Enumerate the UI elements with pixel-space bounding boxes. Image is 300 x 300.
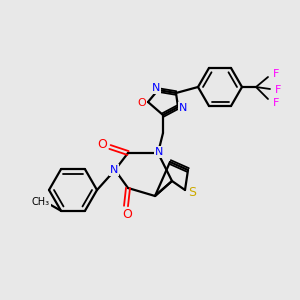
Text: N: N — [155, 147, 163, 157]
Text: F: F — [273, 98, 279, 108]
Text: F: F — [275, 85, 281, 95]
Text: N: N — [110, 165, 118, 175]
Text: CH₃: CH₃ — [32, 197, 50, 207]
Text: N: N — [179, 103, 187, 113]
Text: O: O — [138, 98, 146, 108]
Text: O: O — [122, 208, 132, 221]
Text: N: N — [152, 83, 160, 93]
Text: F: F — [273, 69, 279, 79]
Text: S: S — [188, 187, 196, 200]
Text: O: O — [97, 139, 107, 152]
